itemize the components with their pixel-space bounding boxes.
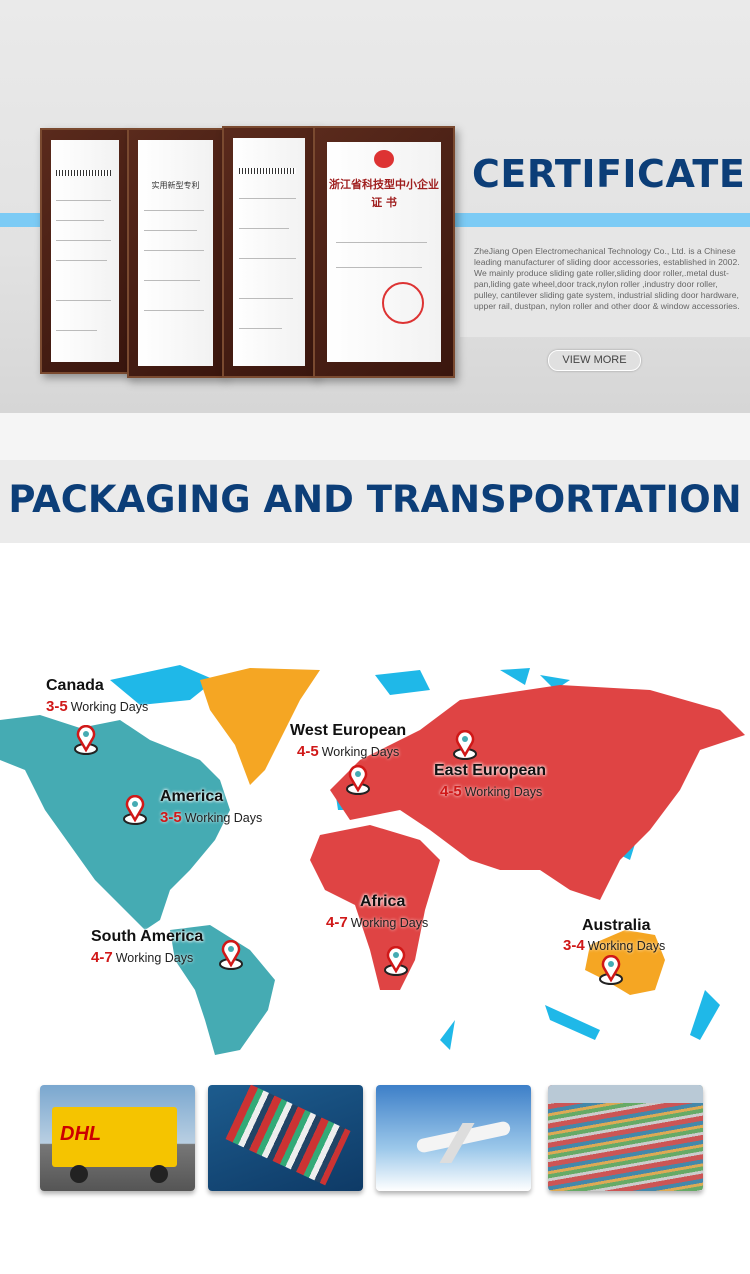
packaging-title: PACKAGING AND TRANSPORTATION [8,478,742,521]
days-unit: Working Days [587,939,666,953]
photo-airplane [376,1085,531,1191]
location-pin-icon [122,794,148,825]
eurasia [330,685,745,900]
days-unit: Working Days [184,811,263,825]
delivery-time: 3-5 Working Days [160,809,262,826]
days-unit: Working Days [321,745,400,759]
photo-dhl-truck: DHL [40,1085,195,1191]
certificate-heading: 浙江省科技型中小企业 [329,178,439,191]
location-pin-icon [73,724,99,755]
certificate-frame-4: 浙江省科技型中小企业 证 书 [313,126,455,378]
location-pin-icon [598,954,624,985]
certificate-frame-3 [222,126,316,378]
south-america [170,925,275,1055]
certificate-frame-2: 实用新型专利 [127,128,224,378]
region-name: South America [91,928,204,945]
region-name: Canada [46,677,104,694]
company-description: ZheJiang Open Electromechanical Technolo… [474,246,740,311]
delivery-time: 4-7 Working Days [326,914,428,931]
days-unit: Working Days [464,785,543,799]
days-range: 3-4 [563,937,585,954]
days-range: 3-5 [46,698,68,715]
delivery-time: 3-4 Working Days [563,937,665,954]
seal-stamp [382,282,424,324]
days-range: 4-7 [91,949,113,966]
delivery-time: 4-5 Working Days [297,743,399,760]
location-pin-icon [452,729,478,760]
world-map [0,665,745,1055]
delivery-time: 3-5 Working Days [46,698,148,715]
region-name: East European [434,762,547,779]
days-unit: Working Days [70,700,149,714]
region-name: West European [290,722,407,739]
greenland [200,668,320,785]
certificate-heading: 实用新型专利 [151,181,200,190]
days-unit: Working Days [115,951,194,965]
packaging-header [0,460,750,543]
certificate-title: CERTIFICATE [472,152,746,196]
section-gap [0,413,750,460]
location-pin-icon [383,945,409,976]
north-america [0,715,230,930]
location-pin-icon [218,939,244,970]
days-range: 4-5 [440,783,462,800]
africa [310,825,440,990]
region-name: America [160,788,224,805]
photo-container-ship [208,1085,363,1191]
days-range: 4-7 [326,914,348,931]
delivery-time: 4-7 Working Days [91,949,193,966]
certificate-subheading: 证 书 [371,196,397,209]
dhl-logo: DHL [60,1123,102,1145]
region-name: Africa [360,893,406,910]
days-unit: Working Days [350,916,429,930]
region-name: Australia [582,917,651,934]
description-panel [460,227,750,337]
location-pin-icon [345,764,371,795]
view-more-button[interactable]: VIEW MORE [548,350,641,371]
photo-container-port [548,1085,703,1191]
emblem-icon [374,150,394,168]
delivery-time: 4-5 Working Days [440,783,542,800]
certificate-frame-1 [40,128,130,374]
days-range: 4-5 [297,743,319,760]
days-range: 3-5 [160,809,182,826]
